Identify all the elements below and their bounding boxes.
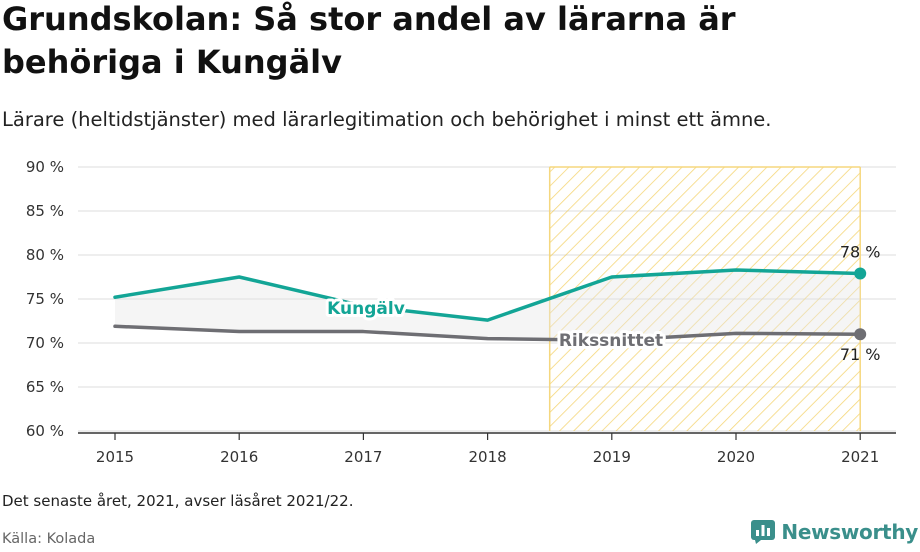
brand-name: Newsworthy bbox=[781, 520, 918, 544]
gap-fill bbox=[115, 269, 861, 341]
source-text: Källa: Kolada bbox=[2, 531, 96, 547]
series-line-kungalv bbox=[113, 268, 862, 322]
series-label-kungalv: Kungälv bbox=[327, 299, 405, 319]
highlight-hatch bbox=[549, 167, 861, 431]
end-label-riket: 71 % bbox=[840, 345, 881, 364]
end-label-kungalv: 78 % bbox=[840, 242, 881, 261]
series-label-riket: Rikssnittet bbox=[559, 331, 663, 351]
y-tick-label: 60 % bbox=[26, 422, 64, 440]
series-end-point bbox=[854, 328, 867, 341]
axes bbox=[78, 432, 896, 440]
x-tick-label: 2018 bbox=[469, 448, 507, 466]
labels: 90 % 85 % 80 % 75 % 70 % 65 % 60 % 2015 2016 2017… bbox=[26, 158, 881, 466]
y-tick-label: 90 % bbox=[26, 158, 64, 176]
series-line-riket bbox=[113, 324, 862, 343]
line-chart: 90 % 85 % 80 % 75 % 70 % 65 % 60 % 2015 2016 2017… bbox=[26, 158, 896, 466]
chart-subtitle: Lärare (heltidstjänster) med lärarlegiti… bbox=[2, 108, 772, 131]
x-tick-label: 2015 bbox=[96, 448, 134, 466]
y-tick-label: 80 % bbox=[26, 246, 64, 264]
y-tick-label: 85 % bbox=[26, 202, 64, 220]
y-tick-label: 65 % bbox=[26, 378, 64, 396]
x-tick-label: 2021 bbox=[841, 448, 879, 466]
y-tick-label: 75 % bbox=[26, 290, 64, 308]
highlight-region bbox=[548, 166, 861, 431]
x-tick-label: 2017 bbox=[344, 448, 382, 466]
brand-logo[interactable]: Newsworthy bbox=[751, 520, 918, 544]
newsworthy-logo-icon bbox=[751, 520, 776, 544]
footnote: Det senaste året, 2021, avser läsåret 20… bbox=[2, 492, 354, 510]
x-tick-label: 2019 bbox=[593, 448, 631, 466]
x-tick-label: 2020 bbox=[717, 448, 755, 466]
series-lines bbox=[113, 267, 867, 343]
chart-title: Grundskolan: Så stor andel av lärarna är… bbox=[2, 0, 736, 81]
series-gap-area bbox=[115, 269, 861, 341]
x-tick-label: 2016 bbox=[220, 448, 258, 466]
y-tick-label: 70 % bbox=[26, 334, 64, 352]
series-end-point bbox=[854, 267, 867, 280]
